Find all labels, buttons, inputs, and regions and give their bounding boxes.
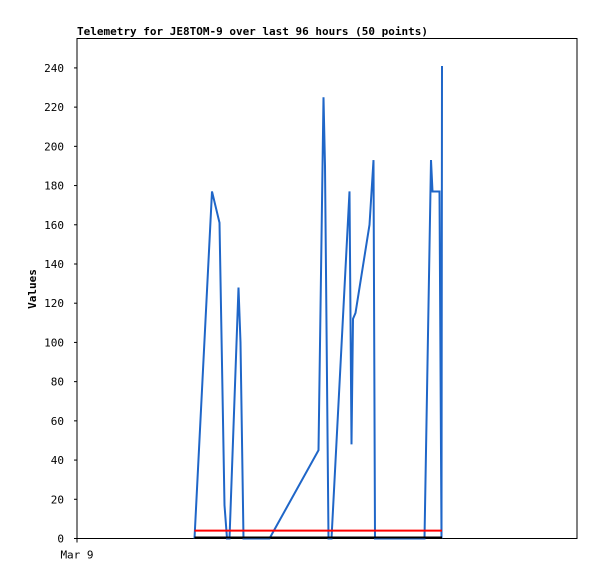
y-tick-label: 160 — [44, 219, 64, 232]
y-tick-label: 100 — [44, 336, 64, 349]
y-tick-label: 200 — [44, 140, 64, 153]
y-tick-label: 240 — [44, 62, 64, 75]
y-tick-label: 60 — [51, 415, 64, 428]
series-line-1 — [193, 65, 443, 540]
y-tick-label: 180 — [44, 180, 64, 193]
chart-title: Telemetry for JE8TOM-9 over last 96 hour… — [77, 25, 428, 38]
series-layer — [193, 65, 443, 540]
y-tick-label: 80 — [51, 376, 64, 389]
y-tick-label: 0 — [57, 533, 64, 546]
y-axis-label: Values — [26, 269, 39, 309]
x-axis: Mar 9 — [60, 538, 94, 562]
y-tick-label: 220 — [44, 101, 64, 114]
y-axis: 0 20 40 60 80 100 120 140 160 180 200 220 240 — [44, 62, 77, 546]
y-tick-label: 140 — [44, 258, 64, 271]
y-tick-label: 120 — [44, 297, 64, 310]
y-tick-label: 20 — [51, 493, 64, 506]
y-tick-label: 40 — [51, 454, 64, 467]
x-tick-label: Mar 9 — [60, 549, 93, 562]
